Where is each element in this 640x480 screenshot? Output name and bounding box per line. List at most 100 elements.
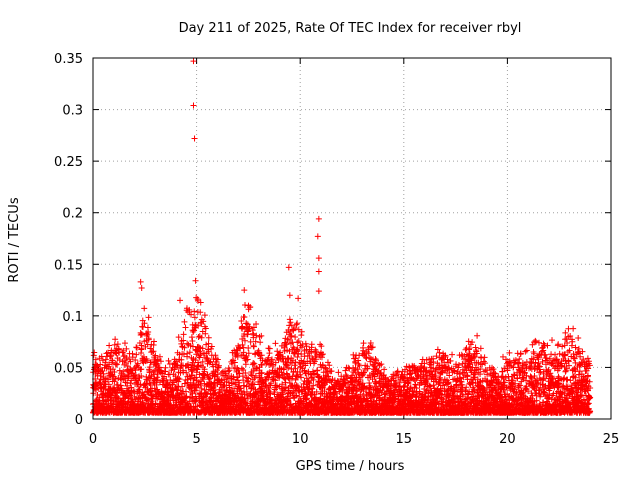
data-point bbox=[313, 356, 320, 363]
data-point bbox=[367, 339, 374, 346]
data-point bbox=[191, 314, 198, 321]
data-point bbox=[188, 311, 195, 318]
y-tick-label: 0.3 bbox=[62, 104, 83, 119]
data-point bbox=[294, 320, 301, 327]
data-point bbox=[201, 372, 208, 379]
data-point bbox=[180, 369, 187, 376]
data-point bbox=[360, 340, 367, 347]
data-point bbox=[346, 365, 353, 372]
data-point bbox=[116, 356, 123, 363]
data-point bbox=[138, 366, 145, 373]
data-point bbox=[138, 331, 145, 338]
data-point bbox=[231, 359, 238, 366]
data-point bbox=[194, 366, 201, 373]
data-point bbox=[268, 356, 275, 363]
data-point bbox=[197, 351, 204, 358]
data-point bbox=[294, 354, 301, 361]
data-point bbox=[238, 365, 245, 372]
data-point bbox=[103, 350, 110, 357]
data-point bbox=[113, 390, 120, 397]
data-point bbox=[366, 386, 373, 392]
data-point bbox=[199, 345, 206, 352]
data-point bbox=[96, 379, 103, 386]
data-point bbox=[214, 356, 221, 363]
data-point bbox=[240, 349, 247, 356]
data-point bbox=[354, 366, 361, 373]
y-tick-label: 0.05 bbox=[54, 361, 83, 376]
data-point bbox=[252, 338, 259, 345]
data-point bbox=[341, 380, 348, 387]
data-point bbox=[123, 345, 130, 352]
data-point bbox=[197, 382, 204, 389]
data-point bbox=[97, 361, 104, 368]
data-point bbox=[187, 375, 194, 382]
data-point bbox=[258, 374, 265, 381]
data-point bbox=[152, 352, 159, 359]
data-point bbox=[193, 374, 200, 381]
data-point bbox=[141, 320, 148, 327]
data-point bbox=[294, 346, 301, 353]
data-point bbox=[318, 343, 325, 350]
data-point bbox=[134, 380, 141, 387]
data-point bbox=[182, 324, 189, 331]
data-point bbox=[196, 354, 203, 361]
data-point bbox=[188, 334, 195, 341]
data-point bbox=[293, 392, 300, 399]
data-point bbox=[134, 344, 141, 351]
data-point bbox=[137, 381, 144, 388]
data-point bbox=[326, 362, 333, 369]
data-point bbox=[308, 341, 315, 348]
y-tick-label: 0.1 bbox=[62, 310, 83, 325]
data-point bbox=[120, 347, 127, 354]
data-point bbox=[180, 351, 187, 358]
data-point bbox=[212, 352, 219, 359]
data-point bbox=[256, 349, 263, 356]
data-point bbox=[253, 321, 260, 328]
data-point bbox=[156, 364, 163, 371]
data-point bbox=[311, 371, 318, 378]
data-point bbox=[154, 357, 161, 364]
data-point bbox=[176, 376, 183, 383]
data-point bbox=[250, 331, 257, 338]
data-point bbox=[182, 394, 189, 401]
data-point bbox=[123, 354, 130, 361]
data-point bbox=[245, 377, 252, 384]
data-point bbox=[324, 359, 331, 366]
x-tick-label: 10 bbox=[292, 432, 309, 447]
data-point bbox=[297, 371, 304, 378]
data-point bbox=[291, 325, 298, 332]
data-point bbox=[234, 353, 241, 360]
data-point bbox=[265, 354, 272, 361]
data-point bbox=[286, 336, 293, 343]
data-point bbox=[246, 323, 253, 330]
data-point bbox=[120, 368, 127, 375]
data-point bbox=[184, 376, 191, 383]
data-point bbox=[138, 345, 145, 352]
data-point bbox=[282, 340, 289, 347]
data-point bbox=[244, 378, 251, 385]
data-point bbox=[200, 318, 207, 325]
data-point bbox=[241, 337, 248, 344]
data-point bbox=[325, 373, 332, 380]
data-point bbox=[242, 302, 249, 309]
data-point bbox=[198, 334, 205, 341]
data-point bbox=[92, 356, 99, 363]
data-point bbox=[195, 333, 202, 340]
data-point bbox=[201, 312, 208, 319]
data-point bbox=[287, 340, 294, 347]
data-point bbox=[112, 375, 119, 382]
data-point bbox=[109, 366, 116, 373]
data-point bbox=[277, 349, 284, 356]
data-point bbox=[243, 383, 250, 390]
data-point bbox=[298, 328, 305, 335]
data-point bbox=[338, 373, 345, 380]
data-point bbox=[273, 382, 280, 389]
data-point bbox=[240, 377, 247, 384]
data-point bbox=[156, 353, 163, 360]
data-point bbox=[272, 359, 279, 366]
data-point bbox=[283, 370, 290, 377]
data-point bbox=[332, 390, 339, 397]
data-point bbox=[265, 374, 272, 381]
data-point bbox=[139, 399, 146, 406]
data-point bbox=[267, 380, 274, 387]
